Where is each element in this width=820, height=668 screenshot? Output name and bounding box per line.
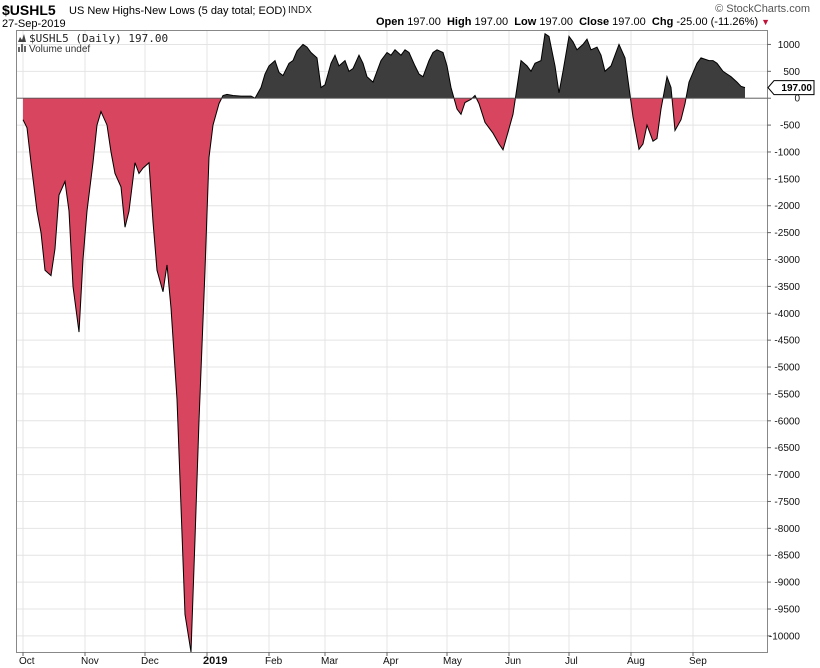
x-tick-label: Nov: [81, 656, 99, 667]
x-tick-label: Jun: [505, 656, 521, 667]
copyright-label: © StockCharts.com: [715, 3, 810, 15]
symbol-description: US New Highs-New Lows (5 day total; EOD): [69, 5, 287, 17]
y-tick-label: -6000: [774, 416, 800, 427]
series-line: [22, 32, 746, 653]
legend-series-label: $USHL5 (Daily) 197.00: [29, 32, 168, 45]
y-tick-label: -3500: [774, 282, 800, 293]
close-value: 197.00: [612, 16, 646, 28]
change-down-arrow-icon: ▼: [761, 17, 771, 27]
y-tick-label: -5500: [774, 389, 800, 400]
y-tick-label: -2500: [774, 228, 800, 239]
y-tick-label: -8000: [774, 524, 800, 535]
x-tick-label: May: [443, 656, 462, 667]
y-tick-label: -9500: [774, 604, 800, 615]
change-value: -25.00 (-11.26%): [676, 16, 759, 28]
high-label: High: [446, 16, 472, 28]
positive-area: [221, 44, 454, 99]
x-axis: Oct Nov Dec 2019 Feb Mar Apr May Jun Jul Aug Sep: [19, 652, 707, 667]
y-tick-label: 500: [783, 67, 800, 78]
positive-area: [663, 76, 672, 99]
y-tick-label: -7500: [774, 497, 800, 508]
y-axis: 1000 500 0 -500 -1000 -1500 -2000 -2500 -3000 -35…: [767, 40, 800, 642]
x-tick-label: Dec: [141, 656, 159, 667]
ohlc-readout: Open 197.00 High 197.00 Low 197.00 Close…: [376, 16, 770, 28]
negative-area: [672, 98, 686, 131]
y-tick-label: -6500: [774, 443, 800, 454]
x-tick-label: 2019: [203, 655, 227, 667]
y-tick-label: -4500: [774, 336, 800, 347]
last-value-marker: 197.00: [767, 80, 815, 96]
line-series-icon: [18, 34, 26, 42]
y-tick-label: -4000: [774, 309, 800, 320]
x-tick-label: Jul: [565, 656, 578, 667]
x-tick-label: Mar: [321, 656, 339, 667]
last-value-label: 197.00: [781, 83, 812, 94]
exchange-label: INDX: [288, 5, 312, 16]
positive-area: [515, 33, 631, 99]
y-tick-label: -10000: [769, 631, 801, 642]
low-value: 197.00: [539, 16, 573, 28]
y-tick-label: -1000: [774, 147, 800, 158]
symbol-title: $USHL5: [2, 2, 56, 18]
chart-legend: $USHL5 (Daily) 197.00 Volume undef: [18, 32, 168, 55]
y-tick-label: 0: [794, 94, 800, 105]
negative-area: [23, 98, 222, 652]
y-tick-label: -5000: [774, 363, 800, 374]
y-tick-label: 1000: [778, 40, 801, 51]
y-tick-label: -9000: [774, 578, 800, 589]
negative-area: [630, 98, 663, 150]
low-label: Low: [514, 16, 537, 28]
change-label: Chg: [651, 16, 674, 28]
legend-volume-label: Volume undef: [29, 44, 90, 55]
plot-frame: [16, 30, 768, 653]
last-value-tag: [767, 80, 815, 96]
negative-area: [476, 98, 516, 150]
open-label: Open: [376, 16, 405, 28]
chart-date: 27-Sep-2019: [2, 18, 66, 30]
y-tick-label: -8500: [774, 551, 800, 562]
volume-bars-icon: [18, 44, 26, 52]
x-tick-label: Feb: [265, 656, 283, 667]
close-label: Close: [579, 16, 610, 28]
x-tick-label: Aug: [627, 656, 645, 667]
y-tick-label: -7000: [774, 470, 800, 481]
y-tick-label: -2000: [774, 201, 800, 212]
data-area: [17, 32, 767, 653]
high-value: 197.00: [474, 16, 509, 28]
y-tick-label: -3000: [774, 255, 800, 266]
positive-area: [686, 57, 745, 99]
x-tick-label: Apr: [383, 656, 399, 667]
y-tick-label: -500: [780, 121, 800, 132]
x-tick-label: Oct: [19, 656, 35, 667]
open-value: 197.00: [407, 16, 441, 28]
y-tick-label: -1500: [774, 174, 800, 185]
x-tick-label: Sep: [689, 656, 707, 667]
